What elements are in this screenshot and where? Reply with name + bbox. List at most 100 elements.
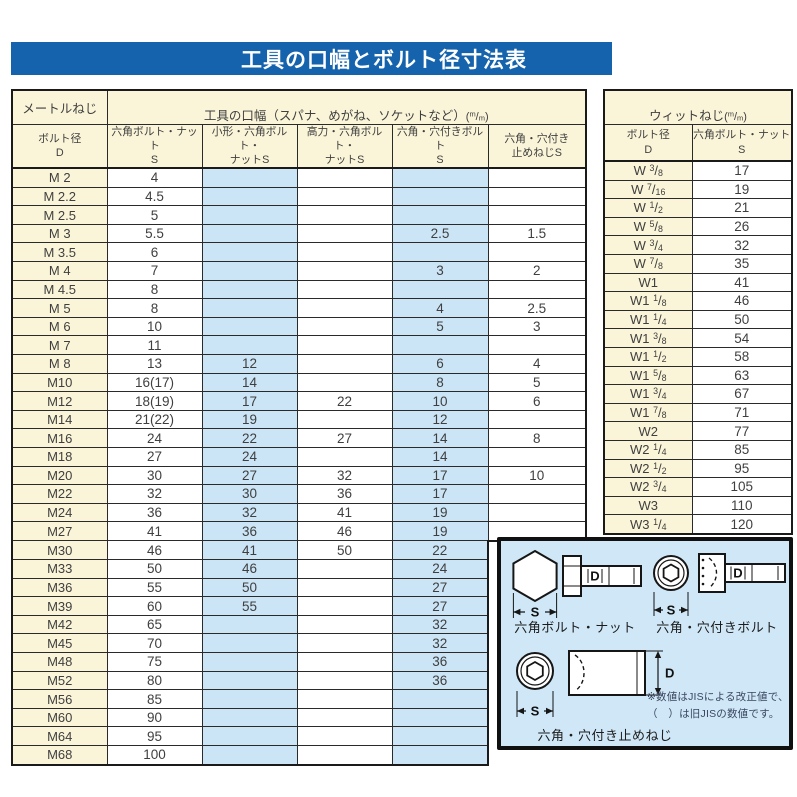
- cell: 36: [296, 484, 393, 504]
- cell: [201, 316, 298, 337]
- cell: M18: [11, 447, 108, 467]
- page-title: 工具の口幅とボルト径寸法表: [11, 42, 612, 75]
- metric-span-header: 工具の口幅（スパナ、めがね、ソケットなど）(m/m): [106, 89, 588, 125]
- cell: 5: [487, 372, 588, 393]
- unit-label: (m/m): [465, 109, 489, 123]
- whitworth-header-text: ウィットねじ: [649, 109, 725, 123]
- cell: W3 1/4: [603, 514, 693, 535]
- whitworth-table-row: W 7/8 35: [603, 253, 794, 274]
- metric-table-row: M39 60 55 27: [11, 596, 586, 616]
- cell: [201, 614, 298, 635]
- cell: W 7/16: [603, 179, 693, 200]
- cell: [296, 335, 393, 356]
- cell: 4: [391, 298, 489, 318]
- cell: [201, 186, 298, 207]
- cell: M 7: [11, 335, 108, 356]
- cell: 32: [106, 484, 203, 504]
- cell: M 2.5: [11, 205, 108, 225]
- whitworth-table-row: W 1/2 21: [603, 198, 794, 218]
- cell: 26: [691, 216, 794, 237]
- cell: 60: [106, 596, 203, 616]
- cell: 120: [691, 514, 794, 535]
- cell: 27: [201, 465, 298, 486]
- cell: 21(22): [106, 409, 203, 430]
- cell: 18(19): [106, 391, 203, 411]
- whitworth-table-row: W2 1/4 85: [603, 439, 794, 460]
- cell: [296, 670, 393, 691]
- set-screw-body-icon: [568, 650, 646, 696]
- cell: [487, 242, 588, 263]
- set-screw-label: 六角・穴付き止めねじ: [537, 728, 673, 743]
- span-header-text: 工具の口幅（スパナ、めがね、ソケットなど）: [203, 109, 466, 123]
- cell: 24: [391, 559, 489, 579]
- cell: 75: [106, 652, 203, 672]
- cell: M12: [11, 391, 108, 411]
- metric-table-row: M64 95: [11, 726, 586, 746]
- cell: [296, 652, 393, 672]
- whitworth-table-row: W3 1/4 120: [603, 514, 794, 535]
- cell: M 6: [11, 316, 108, 337]
- cell: [296, 354, 393, 374]
- cell: 90: [106, 707, 203, 728]
- cell: [391, 242, 489, 263]
- hex-bolt-label: 六角ボルト・ナット: [514, 620, 636, 635]
- cell: [487, 205, 588, 225]
- cell: [201, 707, 298, 728]
- cell: 2: [487, 261, 588, 281]
- cell: M52: [11, 670, 108, 691]
- cell: [391, 186, 489, 207]
- cell: M10: [11, 372, 108, 393]
- whitworth-table-row: W1 3/4 67: [603, 384, 794, 404]
- cell: [201, 223, 298, 244]
- cell: 4.5: [106, 186, 203, 207]
- metric-table-row: M52 80 36: [11, 670, 586, 691]
- cell: 14: [391, 428, 489, 448]
- cell: [201, 633, 298, 654]
- metric-group-header: メートルねじ: [11, 89, 108, 125]
- cell: 10: [487, 465, 588, 486]
- cell: [201, 744, 298, 766]
- cell: [201, 242, 298, 263]
- whitworth-table-row: W2 3/4 105: [603, 477, 794, 497]
- metric-table-row: M36 55 50 27: [11, 577, 586, 598]
- cell: 5: [391, 316, 489, 337]
- cell: [391, 205, 489, 225]
- cell: M48: [11, 652, 108, 672]
- cell: 54: [691, 328, 794, 348]
- metric-table-row: M22 32 30 36 17: [11, 484, 588, 504]
- cell: 71: [691, 402, 794, 423]
- cell: [391, 279, 489, 300]
- cell: W 7/8: [603, 253, 693, 274]
- cell: 100: [106, 744, 203, 766]
- metric-table-row: M 8 13 12 6 4: [11, 354, 588, 374]
- bolt-shaft-icon: [580, 565, 642, 587]
- cell: 16(17): [106, 372, 203, 393]
- cell: M 4: [11, 261, 108, 281]
- cell: W 5/8: [603, 216, 693, 237]
- cell: [296, 186, 393, 207]
- col-header-hex-bolt-nut: 六角ボルト・ナット S: [106, 124, 203, 170]
- cell: [296, 223, 393, 244]
- cell: [201, 652, 298, 672]
- cell: M36: [11, 577, 108, 598]
- whitworth-table-row: W1 1/2 58: [603, 346, 794, 367]
- cell: 4: [487, 354, 588, 374]
- cell: W1 3/8: [603, 328, 693, 348]
- cell: [296, 596, 393, 616]
- cell: W1 3/4: [603, 384, 693, 404]
- cell: 19: [391, 521, 489, 542]
- cell: [296, 707, 393, 728]
- cell: 21: [691, 198, 794, 218]
- cell: [201, 261, 298, 281]
- cell: 32: [691, 235, 794, 255]
- cell: 32: [391, 633, 489, 654]
- cell: 2.5: [487, 298, 588, 318]
- cell: [487, 502, 588, 523]
- whitworth-table-row: W1 3/8 54: [603, 328, 794, 348]
- diagram-box: S D S D: [497, 537, 793, 750]
- cell: [296, 559, 393, 579]
- cell: 50: [106, 559, 203, 579]
- cell: [487, 484, 588, 504]
- cell: M 5: [11, 298, 108, 318]
- hex-head-side-icon: [562, 555, 582, 597]
